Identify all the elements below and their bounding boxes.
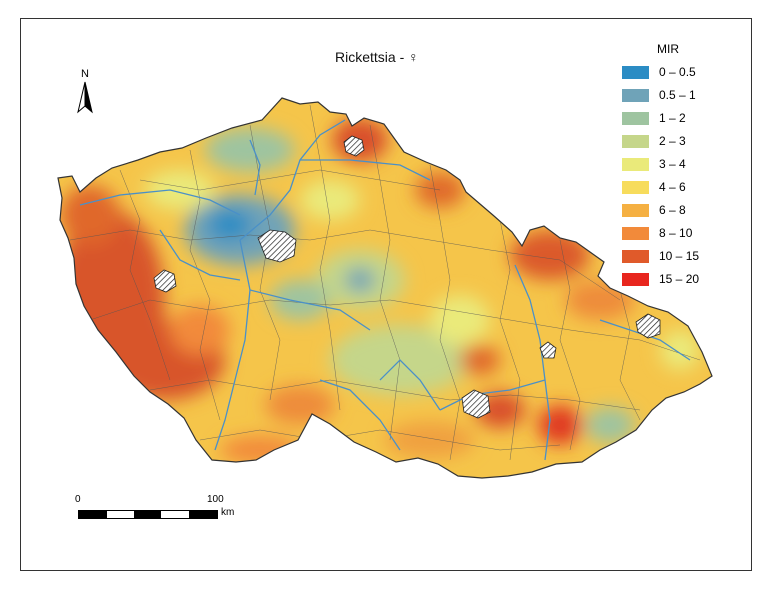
city-prague bbox=[257, 229, 297, 263]
legend-item: 2 – 3 bbox=[622, 134, 752, 149]
city-olomouc bbox=[539, 341, 557, 359]
legend-swatch bbox=[622, 181, 649, 194]
legend-swatch bbox=[622, 135, 649, 148]
legend-swatch bbox=[622, 158, 649, 171]
legend-swatch bbox=[622, 112, 649, 125]
legend-title: MIR bbox=[657, 42, 679, 56]
legend-item: 1 – 2 bbox=[622, 111, 752, 126]
legend-swatch bbox=[622, 250, 649, 263]
north-label: N bbox=[81, 68, 89, 80]
legend-label: 4 – 6 bbox=[659, 180, 686, 194]
rivers bbox=[79, 119, 691, 461]
legend-swatch bbox=[622, 89, 649, 102]
legend-item: 6 – 8 bbox=[622, 203, 752, 218]
legend-swatch bbox=[622, 66, 649, 79]
legend-label: 8 – 10 bbox=[659, 226, 693, 240]
legend-label: 0 – 0.5 bbox=[659, 65, 696, 79]
legend-item: 15 – 20 bbox=[622, 272, 752, 287]
city-brno bbox=[461, 389, 491, 419]
legend-item: 3 – 4 bbox=[622, 157, 752, 172]
scale-segment bbox=[107, 511, 134, 518]
legend-swatch bbox=[622, 273, 649, 286]
legend-label: 0.5 – 1 bbox=[659, 88, 696, 102]
north-arrow-icon bbox=[77, 81, 93, 114]
scale-segment bbox=[79, 511, 107, 518]
legend-label: 1 – 2 bbox=[659, 111, 686, 125]
legend-item: 10 – 15 bbox=[622, 249, 752, 264]
city-liberec bbox=[343, 135, 365, 157]
district-boundaries bbox=[69, 104, 701, 461]
legend-swatch bbox=[622, 204, 649, 217]
legend-label: 15 – 20 bbox=[659, 272, 700, 286]
scale-start-label: 0 bbox=[75, 494, 81, 505]
legend-item: 4 – 6 bbox=[622, 180, 752, 195]
city-areas bbox=[153, 135, 661, 419]
scale-segment bbox=[161, 511, 189, 518]
legend-item: 8 – 10 bbox=[622, 226, 752, 241]
scale-bar bbox=[78, 510, 218, 519]
map-title: Rickettsia - ♀ bbox=[335, 49, 419, 65]
legend-swatch bbox=[622, 227, 649, 240]
legend-label: 10 – 15 bbox=[659, 249, 700, 263]
city-plzen bbox=[153, 269, 177, 293]
legend-label: 2 – 3 bbox=[659, 134, 686, 148]
scale-end-label: 100 bbox=[207, 494, 224, 505]
legend-label: 6 – 8 bbox=[659, 203, 686, 217]
legend-item: 0 – 0.5 bbox=[622, 65, 752, 80]
legend-label: 3 – 4 bbox=[659, 157, 686, 171]
scale-unit-label: km bbox=[221, 507, 235, 518]
country-border bbox=[57, 97, 713, 479]
scale-segment bbox=[134, 511, 161, 518]
scale-segment bbox=[189, 511, 217, 518]
city-ostrava bbox=[635, 313, 661, 339]
legend-item: 0.5 – 1 bbox=[622, 88, 752, 103]
